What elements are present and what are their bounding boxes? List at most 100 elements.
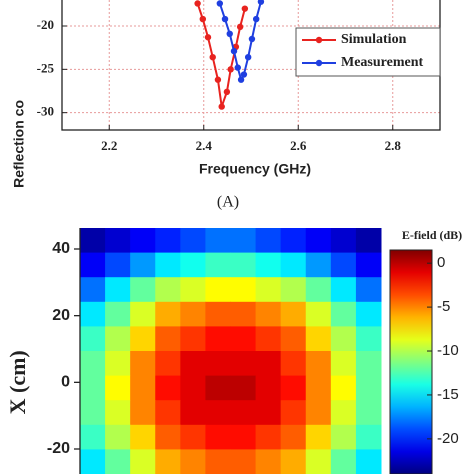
y-tick-label: -25 <box>37 60 55 75</box>
heatmap-cell <box>230 326 257 352</box>
heatmap-cell <box>255 375 282 401</box>
colorbar-tick-label: -15 <box>437 386 459 403</box>
heatmap-cell <box>105 228 131 254</box>
heatmap-cell <box>130 351 156 377</box>
colorbar-tick-label: -20 <box>437 430 459 447</box>
heatmap-cell <box>305 375 332 401</box>
heatmap-cell <box>180 375 206 401</box>
data-point <box>257 0 265 5</box>
heatmap-cell <box>130 326 156 352</box>
heatmap-cell <box>305 400 332 426</box>
heatmap-cell <box>105 277 131 303</box>
heatmap-cell <box>80 351 106 377</box>
data-point <box>216 0 224 7</box>
heatmap-cell <box>355 252 382 278</box>
heatmap-cell <box>355 351 382 377</box>
heatmap-cell <box>305 424 332 450</box>
data-point <box>199 15 207 23</box>
heatmap-cell <box>130 400 156 426</box>
heatmap-cell <box>80 424 106 450</box>
data-point <box>230 47 238 55</box>
y-tick-label: 20 <box>52 307 70 324</box>
heatmap-cell <box>330 228 357 254</box>
heatmap-cell <box>205 449 231 474</box>
x-tick-label: 2.4 <box>196 138 213 153</box>
heatmap-cell <box>230 449 257 474</box>
heatmap-cell <box>280 228 307 254</box>
heatmap-cell <box>180 400 206 426</box>
heatmap-cell <box>105 351 131 377</box>
y-axis-label: Reflection co <box>11 100 27 188</box>
legend-marker <box>315 59 323 67</box>
heatmap-cell <box>80 449 106 474</box>
heatmap-cell <box>230 301 257 327</box>
colorbar-tick-label: -5 <box>437 298 450 315</box>
heatmap-cell <box>280 449 307 474</box>
heatmap-cell <box>205 424 231 450</box>
data-point <box>194 0 201 7</box>
heatmap-cell <box>255 424 282 450</box>
y-tick-label: -30 <box>37 104 54 119</box>
heatmap-cell <box>230 351 257 377</box>
heatmap-cell <box>330 351 357 377</box>
colorbar-tick-label: -10 <box>437 342 459 359</box>
y-tick-label: 0 <box>61 374 70 391</box>
x-axis-label: Frequency (GHz) <box>199 161 311 177</box>
heatmap-cell <box>305 252 332 278</box>
heatmap-cell <box>305 351 332 377</box>
heatmap-cell <box>155 351 181 377</box>
heatmap-cell <box>230 228 257 254</box>
heatmap-cell <box>355 228 382 254</box>
heatmap-cell <box>280 301 307 327</box>
heatmap-cell <box>280 424 307 450</box>
heatmap-cell <box>130 228 156 254</box>
legend-box <box>295 27 441 77</box>
heatmap-cell <box>180 424 206 450</box>
heatmap-cell <box>330 277 357 303</box>
x-tick-label: 2.2 <box>101 138 117 153</box>
data-point <box>244 54 252 61</box>
y-tick-label: -20 <box>37 17 54 32</box>
heatmap-cell <box>180 351 206 377</box>
heatmap-cell <box>305 228 332 254</box>
heatmap-cell <box>105 326 131 352</box>
heatmap-cell <box>230 400 257 426</box>
heatmap-cell <box>280 351 307 377</box>
legend-label: Measurement <box>341 55 423 70</box>
heatmap-cell <box>255 277 282 303</box>
heatmap-cell <box>255 449 282 474</box>
data-point <box>223 88 231 96</box>
heatmap-cell <box>330 449 357 474</box>
heatmap-cell <box>305 301 332 327</box>
heatmap-cell <box>105 301 131 327</box>
heatmap-cell <box>105 449 131 474</box>
y-axis-label: X (cm) <box>5 350 30 414</box>
heatmap-cell <box>330 400 357 426</box>
heatmap-cell <box>155 277 181 303</box>
heatmap-cell <box>80 252 106 278</box>
heatmap-cell <box>355 301 382 327</box>
heatmap-cell <box>130 252 156 278</box>
heatmap-cell <box>205 351 231 377</box>
heatmap-cell <box>330 326 357 352</box>
data-point <box>204 34 212 41</box>
heatmap-cell <box>330 252 357 278</box>
x-tick-label: 2.6 <box>290 138 307 153</box>
heatmap-cell <box>255 351 282 377</box>
heatmap-cell <box>255 400 282 426</box>
data-point <box>214 76 222 83</box>
heatmap-cell <box>80 375 106 401</box>
heatmap-cell <box>155 252 181 278</box>
heatmap-cell <box>80 301 106 327</box>
heatmap-cell <box>255 301 282 327</box>
data-point <box>252 15 260 23</box>
heatmap-cell <box>355 277 382 303</box>
heatmap-cell <box>155 375 181 401</box>
heatmap-cell <box>280 375 307 401</box>
heatmap-cell <box>355 449 382 474</box>
heatmap-cell <box>130 277 156 303</box>
heatmap-cell <box>80 277 106 303</box>
heatmap-cell <box>230 375 257 401</box>
heatmap-cell <box>305 326 332 352</box>
